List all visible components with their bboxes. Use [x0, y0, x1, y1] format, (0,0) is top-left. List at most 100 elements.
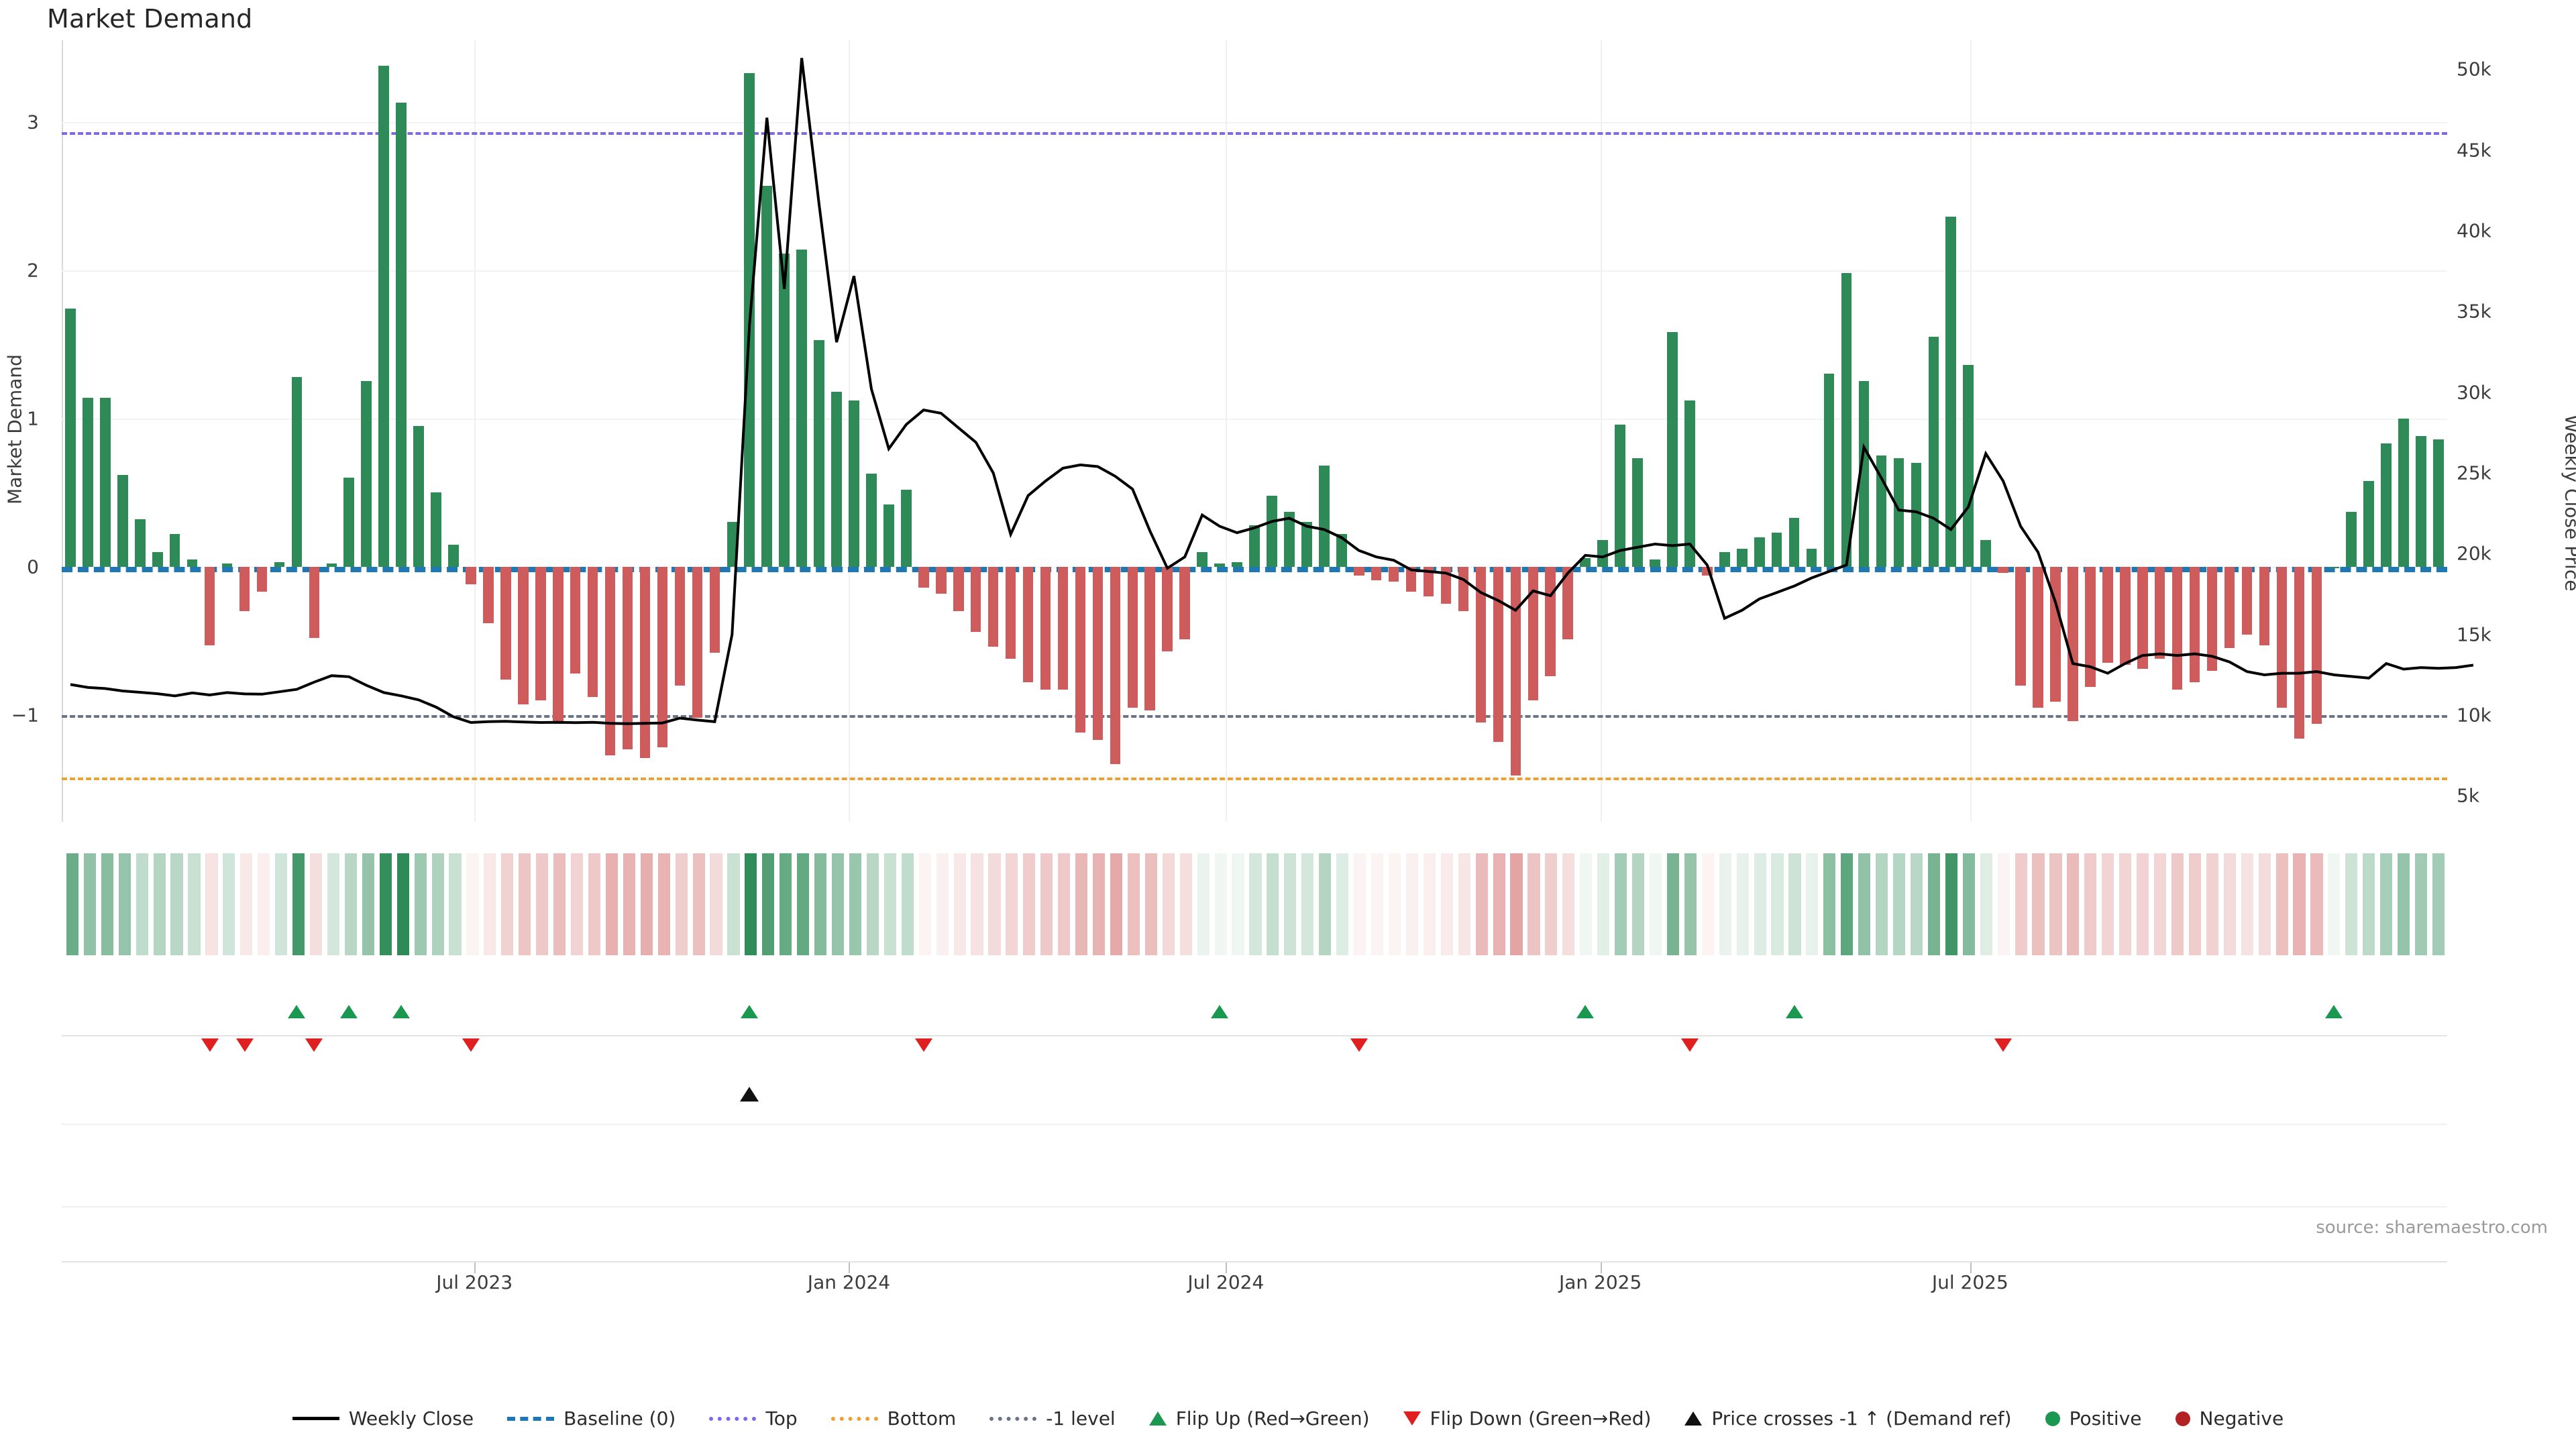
heat-cell	[1910, 853, 1923, 955]
heat-cell	[988, 853, 1001, 955]
demand-bar	[1388, 566, 1399, 582]
demand-bar	[1527, 566, 1539, 700]
y-tick-left: 2	[27, 259, 39, 282]
ref-line-1-level	[62, 714, 2447, 718]
demand-bar	[1405, 566, 1417, 592]
heat-cell	[936, 853, 949, 955]
heat-cell	[727, 853, 740, 955]
heat-cell	[1562, 853, 1575, 955]
demand-bar	[918, 566, 929, 588]
demand-bar	[1110, 566, 1121, 764]
demand-bar	[309, 566, 320, 638]
legend-item[interactable]: Price crosses -1 ↑ (Demand ref)	[1684, 1407, 2012, 1430]
heat-cell	[1945, 853, 1957, 955]
marker-row-rule	[62, 1206, 2447, 1208]
demand-bar	[1754, 537, 1765, 567]
demand-bar	[1232, 562, 1242, 567]
legend-item[interactable]: -1 level	[989, 1407, 1116, 1430]
demand-bar	[2241, 566, 2253, 635]
heat-cell	[2275, 853, 2288, 955]
demand-bar	[1788, 517, 1800, 567]
heat-cell	[2432, 853, 2445, 955]
demand-bar	[936, 566, 947, 594]
heat-cell	[1997, 853, 2010, 955]
heat-cell	[1319, 853, 1332, 955]
legend-item[interactable]: Bottom	[830, 1407, 956, 1430]
demand-bar	[65, 309, 76, 567]
heat-cell	[2206, 853, 2218, 955]
demand-bar	[2346, 511, 2357, 567]
demand-bar	[2381, 443, 2392, 567]
y-tick-right: 30k	[2457, 381, 2491, 404]
demand-bar	[692, 566, 703, 718]
source-credit: source: sharemaestro.com	[2316, 1218, 2548, 1238]
triangle-down-icon	[1403, 1411, 1421, 1426]
demand-bar	[1650, 559, 1660, 567]
dotted-line-swatch-icon	[709, 1416, 757, 1421]
demand-bar	[448, 544, 459, 567]
demand-bar	[552, 566, 564, 724]
circle-swatch-icon	[2175, 1411, 2190, 1426]
flip-up-marker-icon	[340, 1005, 358, 1018]
legend-item[interactable]: Top	[709, 1407, 798, 1430]
heat-cell	[519, 853, 531, 955]
flip-up-marker-icon	[1211, 1005, 1229, 1018]
demand-bar	[1928, 337, 1939, 567]
demand-bar	[831, 391, 842, 567]
heat-cell	[1162, 853, 1175, 955]
x-tick-mark	[1600, 1263, 1602, 1273]
heat-cell	[1179, 853, 1192, 955]
left-axis-label: Market Demand	[3, 354, 26, 504]
demand-bar	[849, 400, 859, 567]
demand-bar	[1615, 424, 1625, 567]
gridline-v	[1226, 40, 1228, 822]
heat-cell	[2067, 853, 2080, 955]
demand-bar	[396, 102, 407, 567]
heat-cell	[275, 853, 288, 955]
legend-item[interactable]: Positive	[2045, 1407, 2142, 1430]
heat-cell	[258, 853, 270, 955]
heat-cell	[1771, 853, 1784, 955]
heat-cell	[1371, 853, 1384, 955]
demand-bar	[1771, 532, 1782, 567]
legend-item[interactable]: Flip Down (Green→Red)	[1403, 1407, 1651, 1430]
demand-bar	[1336, 534, 1347, 567]
demand-bar	[1144, 566, 1156, 711]
demand-bar	[2137, 566, 2148, 669]
y-tick-right: 35k	[2457, 300, 2491, 323]
demand-bar	[970, 566, 981, 633]
legend-item[interactable]: Negative	[2175, 1407, 2284, 1430]
heat-cell	[484, 853, 496, 955]
legend-label: Positive	[2069, 1407, 2142, 1430]
heat-cell	[814, 853, 827, 955]
legend-label: Weekly Close	[348, 1407, 474, 1430]
dotted-line-swatch-icon	[989, 1416, 1037, 1421]
heat-cell	[1144, 853, 1157, 955]
marker-row-rule	[62, 1124, 2447, 1125]
heat-cell	[2328, 853, 2341, 955]
heat-cell	[101, 853, 113, 955]
heat-cell	[309, 853, 323, 955]
flip-down-marker-icon	[1350, 1038, 1368, 1052]
heat-cell	[170, 853, 183, 955]
legend-item[interactable]: Baseline (0)	[507, 1407, 676, 1430]
heat-cell	[953, 853, 966, 955]
demand-bar	[1284, 511, 1295, 567]
legend-item[interactable]: Weekly Close	[292, 1407, 474, 1430]
heat-cell	[1962, 853, 1975, 955]
demand-bar	[1684, 400, 1695, 567]
heat-cell	[2102, 853, 2114, 955]
demand-bar	[361, 381, 372, 567]
demand-bar	[2154, 566, 2165, 659]
y-tick-right: 25k	[2457, 462, 2491, 484]
demand-bar	[413, 425, 424, 567]
y-tick-right: 5k	[2457, 784, 2480, 807]
heat-cell	[1719, 853, 1731, 955]
flip-down-marker-icon	[1994, 1038, 2012, 1052]
demand-bar	[2433, 439, 2444, 567]
chart-legend: Weekly Close Baseline (0) Top Bottom -1 leve…	[0, 1407, 2576, 1430]
demand-bar	[2033, 566, 2043, 708]
demand-bar	[570, 566, 581, 674]
legend-item[interactable]: Flip Up (Red→Green)	[1148, 1407, 1370, 1430]
heat-cell	[849, 853, 862, 955]
